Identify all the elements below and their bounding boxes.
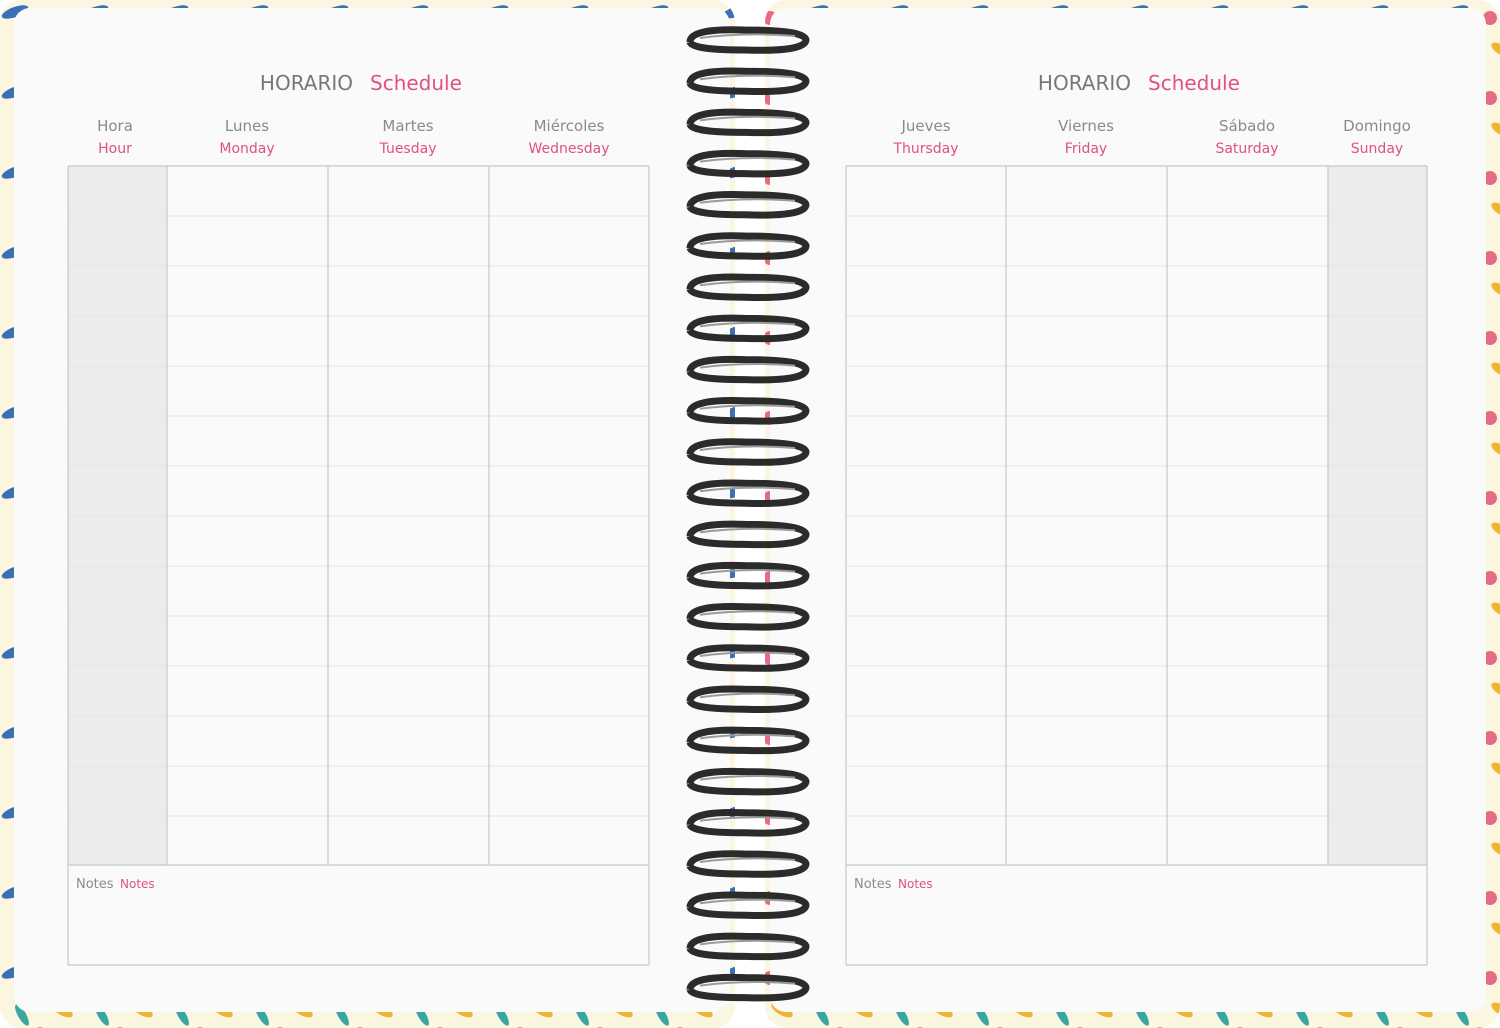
schedule-page: HORARIO Schedule Jueves Thursday Viernes Frid… <box>845 71 1428 966</box>
spiral-ring <box>686 850 810 878</box>
spiral-ring <box>686 603 810 631</box>
spiral-highlight <box>699 280 796 287</box>
right-paper <box>770 8 1486 1012</box>
page-title-en: Schedule <box>370 71 462 95</box>
spiral-highlight <box>699 239 796 245</box>
spiral-highlight <box>699 692 796 699</box>
spiral-highlight <box>699 527 796 534</box>
spiral-ring <box>686 891 810 919</box>
column-label: Sábado <box>1219 117 1275 135</box>
spiral-highlight <box>699 857 796 863</box>
spiral-ring <box>686 809 810 837</box>
notes-label: Notes <box>854 877 892 892</box>
column-label: Jueves <box>900 117 950 135</box>
spiral-ring <box>686 685 810 713</box>
column-label-en: Monday <box>219 141 274 157</box>
page-title-en: Schedule <box>1148 71 1240 95</box>
column-label-en: Hour <box>98 141 132 157</box>
spiral-ring <box>686 191 810 219</box>
spiral-highlight <box>699 898 796 905</box>
column-label: Miércoles <box>534 117 605 135</box>
spiral-highlight <box>699 486 796 493</box>
spiral-highlight <box>699 74 796 81</box>
spiral-ring <box>686 520 810 549</box>
spiral-highlight <box>699 321 796 328</box>
spiral-ring <box>686 644 810 672</box>
notes-label-en: Notes <box>898 877 933 891</box>
spiral-ring <box>686 397 810 425</box>
spiral-ring <box>686 67 810 95</box>
spiral-ring <box>686 767 810 796</box>
spiral-ring <box>686 314 810 343</box>
spiral-ring <box>686 355 810 384</box>
column-label: Domingo <box>1343 117 1411 135</box>
spiral-highlight <box>699 569 796 575</box>
spiral-highlight <box>699 610 796 616</box>
column-label-en: Tuesday <box>379 141 437 157</box>
spiral-highlight <box>699 816 796 822</box>
spiral-ring <box>686 232 810 260</box>
column-label-en: Thursday <box>892 141 958 157</box>
spiral-highlight <box>699 157 796 163</box>
spiral-ring <box>686 273 810 301</box>
spiral-ring <box>686 26 810 54</box>
column-label-en: Sunday <box>1351 141 1403 157</box>
notes-label-en: Notes <box>120 877 155 891</box>
spiral-ring <box>686 932 810 961</box>
column-label-en: Saturday <box>1215 141 1278 157</box>
spiral-highlight <box>699 404 796 410</box>
spiral-highlight <box>699 33 796 39</box>
left-paper <box>14 8 730 1012</box>
spiral-highlight <box>699 939 796 946</box>
column-label-en: Friday <box>1065 141 1107 157</box>
spiral-highlight <box>699 981 796 987</box>
spiral-ring <box>686 479 810 507</box>
spiral-ring <box>686 973 810 1002</box>
column-label-en: Wednesday <box>528 141 609 157</box>
column-label: Lunes <box>225 117 269 135</box>
spiral-highlight <box>699 733 796 740</box>
spiral-highlight <box>699 651 796 657</box>
notes-label: Notes <box>76 877 114 892</box>
spiral-ring <box>686 726 810 755</box>
spiral-highlight <box>699 775 796 781</box>
spiral-ring <box>686 561 810 590</box>
page-title: HORARIO <box>1038 71 1131 95</box>
schedule-page: HORARIO Schedule Hora Hour Lunes Monday Martes… <box>67 71 650 966</box>
page-title: HORARIO <box>260 71 353 95</box>
column-label: Hora <box>97 117 133 135</box>
spiral-ring <box>686 438 810 466</box>
spiral-ring <box>686 149 810 178</box>
spiral-highlight <box>699 198 796 204</box>
spiral-binding <box>686 26 810 1002</box>
column-label: Martes <box>382 117 433 135</box>
spiral-highlight <box>699 445 796 451</box>
spiral-ring <box>686 108 810 137</box>
column-label: Viernes <box>1058 117 1114 135</box>
spiral-highlight <box>699 363 796 369</box>
spiral-highlight <box>699 115 796 122</box>
